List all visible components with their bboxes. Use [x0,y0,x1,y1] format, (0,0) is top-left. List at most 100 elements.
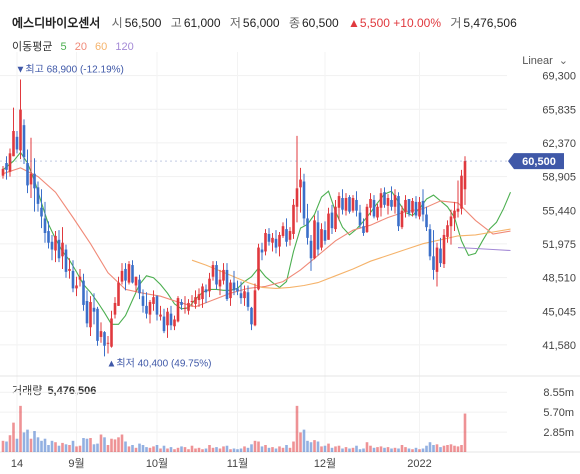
candle [208,272,211,298]
volume-bar [1,440,5,452]
candle [12,107,15,157]
volume-bar [113,439,117,452]
candle-body [211,265,215,277]
candle [92,293,96,325]
candle-body [306,218,309,238]
volume-bar [369,445,372,452]
volume-bar [187,449,190,452]
candle-body [463,161,467,190]
candle-body [82,280,85,305]
volume-bar [204,448,208,452]
volume-bar [288,447,292,452]
candle-body [316,222,320,250]
candle-body [22,125,26,158]
volume-bar [99,434,103,452]
volume-bar [40,440,43,452]
candle-body [47,231,50,243]
volume-bar [446,445,449,452]
scale-mode-selector[interactable]: Linear ⌄ [522,54,568,67]
volume-bar [190,445,194,452]
volume-panel-value: 5,476,506 [47,385,97,397]
candle [337,192,341,221]
candle-body [152,297,155,304]
candle [288,227,292,246]
volume-bar [166,448,169,452]
candle [348,195,351,214]
candle [257,243,260,291]
candle [148,300,152,324]
volume-bar [453,445,456,452]
candle-body [348,197,351,212]
candle-body [85,301,89,324]
volume-bar [344,447,348,452]
candle-body [64,249,68,272]
candle-body [400,210,404,228]
candle-body [71,270,75,289]
candle-body [239,293,243,299]
candle-body [134,276,138,286]
candle [99,322,103,343]
candle-body [187,302,190,311]
price-tick-label: 55,440 [542,205,576,217]
candle-body [1,168,5,176]
candle [421,189,425,222]
price-tick-label: 69,300 [542,71,576,83]
candle-body [19,109,22,151]
candle [29,137,33,199]
volume-bar [78,445,82,452]
volume-bar [292,441,295,452]
volume-bar [348,448,351,452]
ma60-line [191,228,511,289]
candle-body [460,175,463,209]
volume-bar [47,445,50,452]
candle-body [145,305,148,314]
candle-body [40,207,43,217]
candle [68,258,71,279]
candle [309,234,313,271]
volume-bar [232,448,236,452]
volume-bar [131,445,134,452]
candle [327,207,330,240]
candle-body [54,235,57,251]
candle-body [148,301,152,315]
candle [173,315,176,331]
volume-bar [334,446,337,452]
candle-body [281,226,285,236]
change-value: ▲5,500 +10.00% [348,16,441,30]
volume-bar [145,447,148,452]
volume-bar [239,448,243,452]
candle-body [435,247,439,272]
candle-body [138,279,141,294]
volume-bar [127,446,131,452]
volume-bar [278,446,281,452]
candle-body [208,278,211,292]
candlesticks [1,79,467,357]
candle-body [5,163,8,170]
volume-bar [397,448,400,452]
volume-bar [36,437,40,452]
moving-average-legend[interactable]: 이동평균 5 20 60 120 [12,38,139,54]
candle [411,198,414,217]
volume-bar [54,442,57,452]
volume-label: 거 [450,16,462,30]
candle-body [75,285,78,289]
candle-body [183,307,187,309]
candle [138,274,141,300]
candle-body [341,198,344,210]
volume-bar [376,447,379,452]
candle-body [162,316,166,332]
candle-body [225,269,229,300]
candle [379,188,383,217]
candle [355,191,358,217]
high-value: 61,000 [183,16,221,30]
candle [215,261,218,290]
volume-tick-label: 5.70m [543,407,574,419]
candle-body [194,297,197,304]
ma5-line [2,151,512,325]
candle [169,305,173,331]
candle-body [260,249,264,253]
candle [369,193,372,216]
volume-bar [176,447,180,452]
volume-bar [110,438,113,452]
